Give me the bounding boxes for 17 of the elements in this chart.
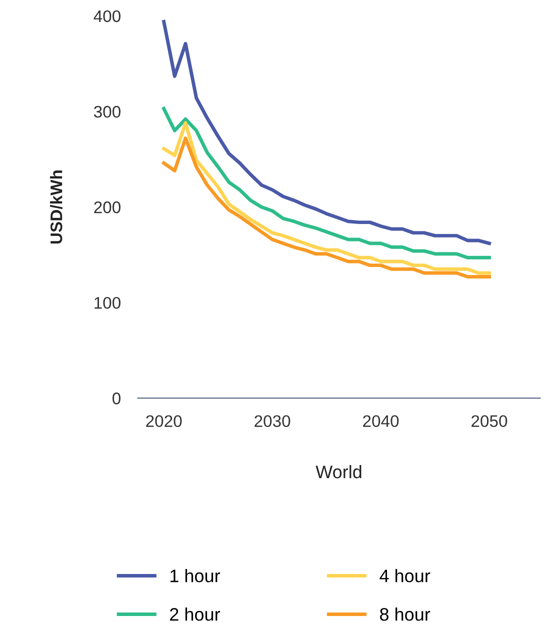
x-tick-label: 2020 (146, 415, 182, 428)
y-tick-label: 200 (94, 201, 120, 214)
y-tick-label: 0 (112, 392, 120, 404)
legend-label: 1 hour (170, 569, 220, 582)
legend-label: 2 hour (170, 608, 220, 621)
x-tick-label: 2030 (254, 415, 290, 428)
legend-label: 8 hour (380, 608, 430, 621)
y-tick-label: 400 (94, 10, 120, 22)
y-tick-label: 300 (94, 106, 120, 118)
legend-label: 4 hour (380, 569, 430, 582)
line-series (162, 20, 491, 246)
x-tick-label: 2050 (472, 415, 508, 428)
y-axis-title: USD/kWh (50, 170, 62, 244)
x-tick-label: 2040 (363, 415, 399, 428)
line-series (162, 106, 491, 260)
y-tick-label: 100 (94, 296, 120, 309)
x-axis-title: World (316, 465, 362, 478)
